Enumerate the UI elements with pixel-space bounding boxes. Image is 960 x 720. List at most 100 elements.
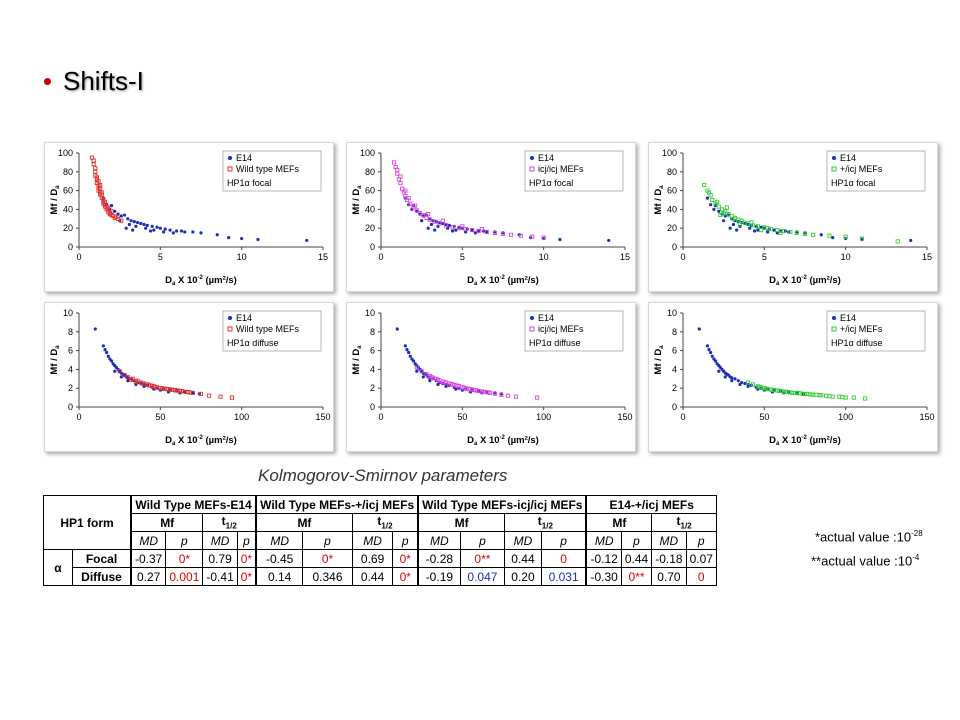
data-point-e14	[485, 230, 489, 234]
data-point-e14	[109, 359, 114, 363]
data-point-mef	[117, 369, 122, 374]
table-cell: -0.19	[417, 567, 461, 586]
data-point-mef	[408, 201, 413, 206]
table-cell: 0.44	[351, 567, 394, 586]
data-point-e14	[150, 224, 154, 228]
data-point-mef	[484, 229, 489, 235]
data-point-e14	[158, 226, 162, 230]
bullet-icon	[44, 78, 51, 85]
x-tick-label: 10	[841, 252, 851, 262]
data-point-e14	[131, 228, 135, 232]
data-point-e14	[428, 217, 432, 221]
data-point-mef	[486, 390, 491, 395]
legend-label: E14	[840, 313, 856, 323]
data-point-mef	[229, 395, 234, 400]
legend-marker-square	[227, 166, 233, 172]
x-tick-label: 0	[680, 412, 685, 422]
table-cell: 0.69	[351, 549, 394, 568]
data-point-e14	[135, 220, 140, 225]
data-point-mef	[827, 394, 832, 399]
chart-panel-icj-diffuse: 0 50 100 150 0 2 4 6 8 10 Da X 10-2 (µm²/s) Mf / Da…	[346, 302, 636, 452]
md-header: MD	[585, 531, 622, 550]
table-cell: -0.28	[417, 549, 461, 568]
data-point-mef	[107, 212, 112, 217]
data-point-e14	[179, 229, 184, 233]
data-point-mef	[719, 207, 725, 212]
data-point-mef	[814, 392, 819, 397]
mf-header: Mf	[130, 513, 204, 532]
mf-header: Mf	[255, 513, 353, 532]
data-point-e14	[733, 377, 737, 381]
data-point-mef	[765, 226, 770, 231]
row-label-diffuse: Diffuse	[72, 567, 132, 586]
legend-marker-square	[831, 326, 837, 332]
data-point-e14	[831, 236, 835, 240]
data-point-e14	[743, 221, 747, 226]
data-point-e14	[909, 238, 913, 243]
x-axis-label: Da X 10-2 (µm²/s)	[769, 435, 841, 447]
x-axis-label: Da X 10-2 (µm²/s)	[769, 275, 841, 287]
data-point-mef	[435, 377, 440, 382]
data-point-e14	[408, 354, 412, 358]
data-point-e14	[256, 237, 260, 242]
data-point-mef	[403, 188, 408, 193]
data-point-e14	[183, 230, 187, 234]
x-axis-label: Da X 10-2 (µm²/s)	[467, 275, 539, 287]
data-point-mef	[185, 389, 191, 395]
data-point-mef	[176, 388, 181, 393]
legend-marker-dot	[832, 316, 836, 320]
data-point-mef	[419, 369, 424, 374]
data-point-mef	[830, 394, 835, 399]
table-cell: 0*	[236, 549, 257, 568]
data-point-mef	[96, 185, 101, 190]
p-header: p	[620, 531, 653, 550]
legend-label: icj/icj MEFs	[538, 324, 584, 334]
data-point-mef	[895, 239, 900, 244]
data-point-e14	[421, 375, 425, 379]
data-point-mef	[530, 234, 535, 239]
data-point-mef	[414, 365, 419, 370]
data-point-mef	[481, 389, 486, 395]
table-cell: 0.27	[130, 567, 167, 586]
data-point-e14	[726, 213, 731, 217]
data-point-e14	[717, 209, 721, 213]
data-point-e14	[723, 375, 727, 379]
data-point-mef	[470, 228, 475, 233]
data-point-e14	[707, 348, 711, 352]
data-point-mef	[414, 208, 419, 213]
data-point-e14	[171, 231, 175, 235]
x-tick-label: 0	[76, 252, 81, 262]
data-point-e14	[705, 344, 709, 348]
data-point-mef	[413, 203, 418, 208]
data-point-mef	[94, 175, 99, 180]
data-point-mef	[471, 388, 476, 393]
data-point-mef	[731, 216, 736, 221]
y-tick-label: 4	[68, 364, 73, 374]
data-point-e14	[709, 350, 713, 355]
md-header: MD	[255, 531, 304, 550]
table-cell: 0.79	[202, 549, 238, 568]
x-tick-label: 10	[237, 252, 247, 262]
data-point-e14	[433, 228, 437, 232]
data-point-mef	[96, 179, 101, 184]
legend-label: icj/icj MEFs	[538, 164, 584, 174]
md-header: MD	[351, 531, 394, 550]
y-tick-label: 0	[370, 242, 375, 252]
x-tick-label: 5	[762, 252, 767, 262]
table-cell: -0.30	[585, 567, 622, 586]
data-point-e14	[101, 344, 105, 348]
data-point-mef	[190, 390, 195, 395]
data-point-e14	[748, 226, 752, 230]
data-point-e14	[697, 327, 701, 331]
data-point-e14	[746, 384, 750, 388]
slide-title: Shifts-I	[44, 66, 144, 97]
x-tick-label: 15	[922, 252, 932, 262]
md-header: MD	[504, 531, 542, 550]
data-point-e14	[470, 228, 474, 232]
legend-box	[222, 310, 322, 352]
data-point-e14	[418, 212, 422, 216]
data-point-e14	[126, 376, 130, 380]
chart-panel-wt-diffuse: 0 50 100 150 0 2 4 6 8 10 Da X 10-2 (µm²/s) Mf / Da…	[44, 302, 334, 452]
legend-label: +/icj MEFs	[840, 164, 883, 174]
